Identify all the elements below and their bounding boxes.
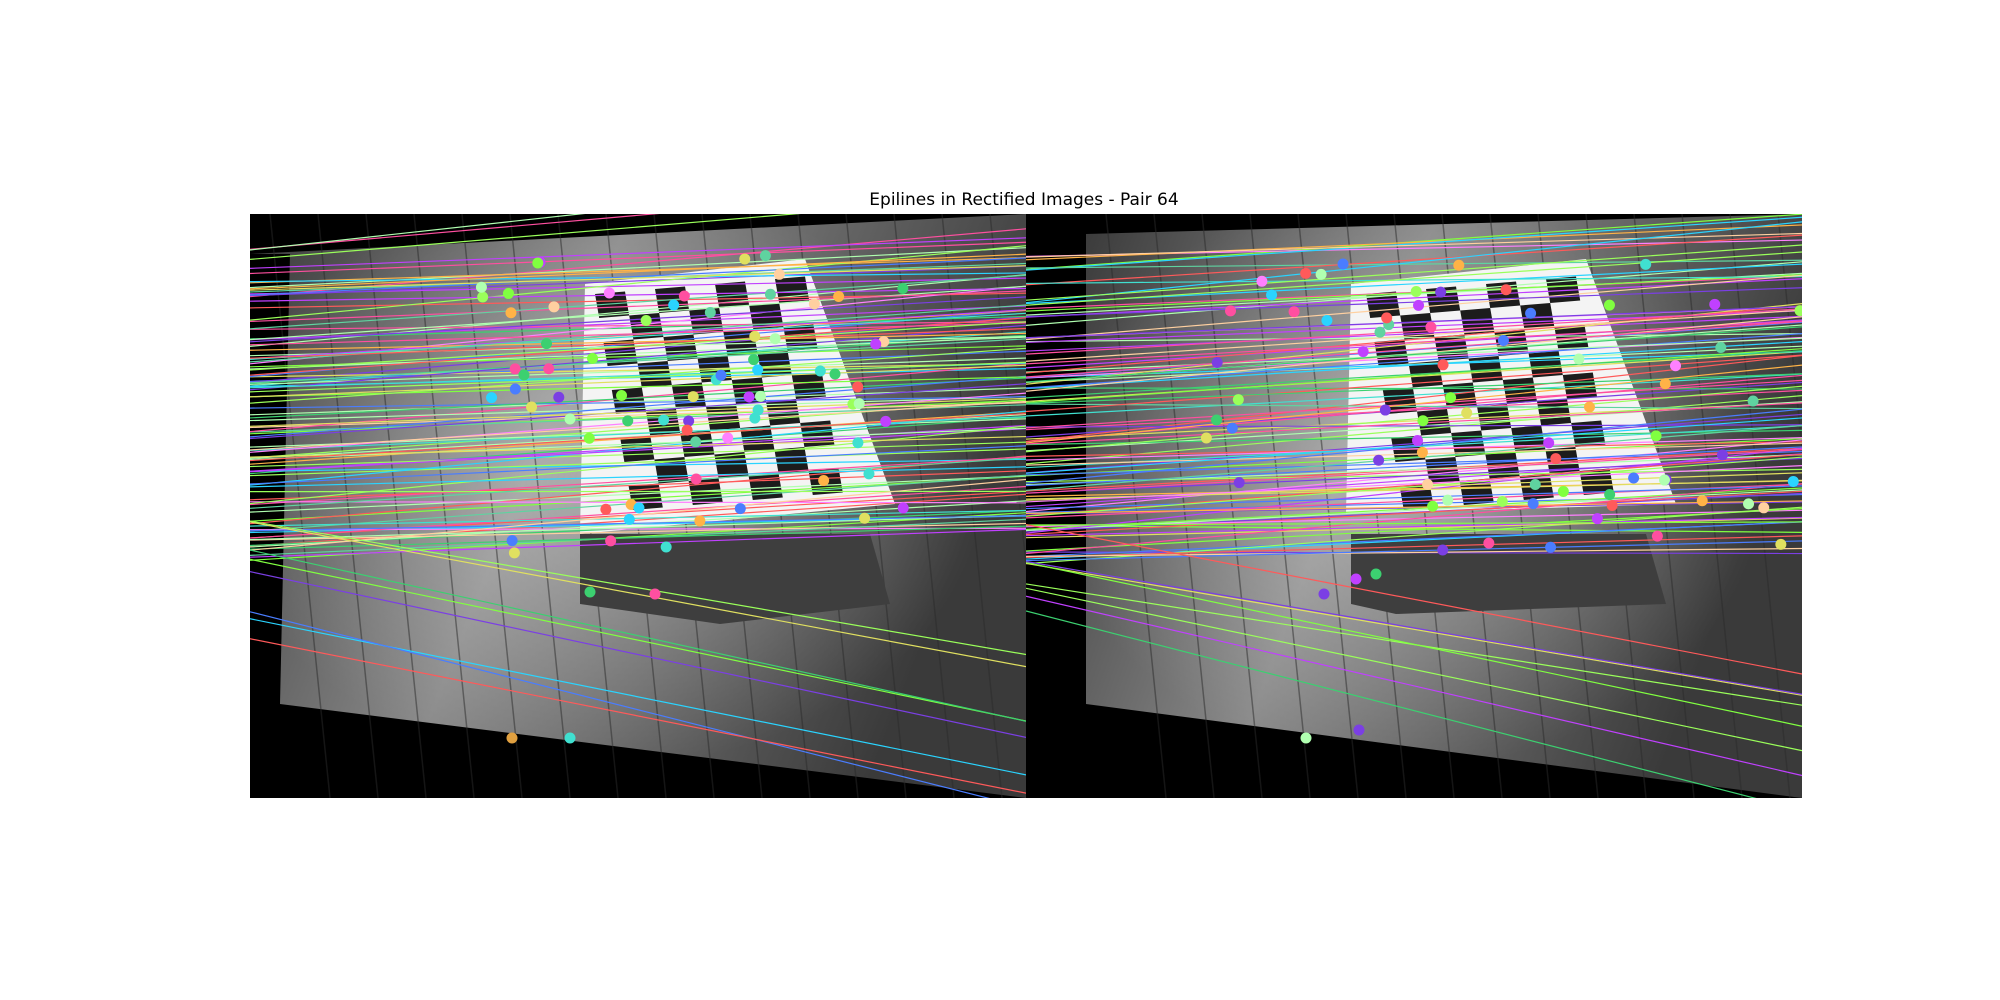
left-rectified-image	[250, 214, 1026, 798]
right-rectified-image	[1026, 214, 1802, 798]
left-image-canvas	[250, 214, 1026, 798]
right-image-canvas	[1026, 214, 1802, 798]
figure-title: Epilines in Rectified Images - Pair 64	[869, 190, 1179, 210]
